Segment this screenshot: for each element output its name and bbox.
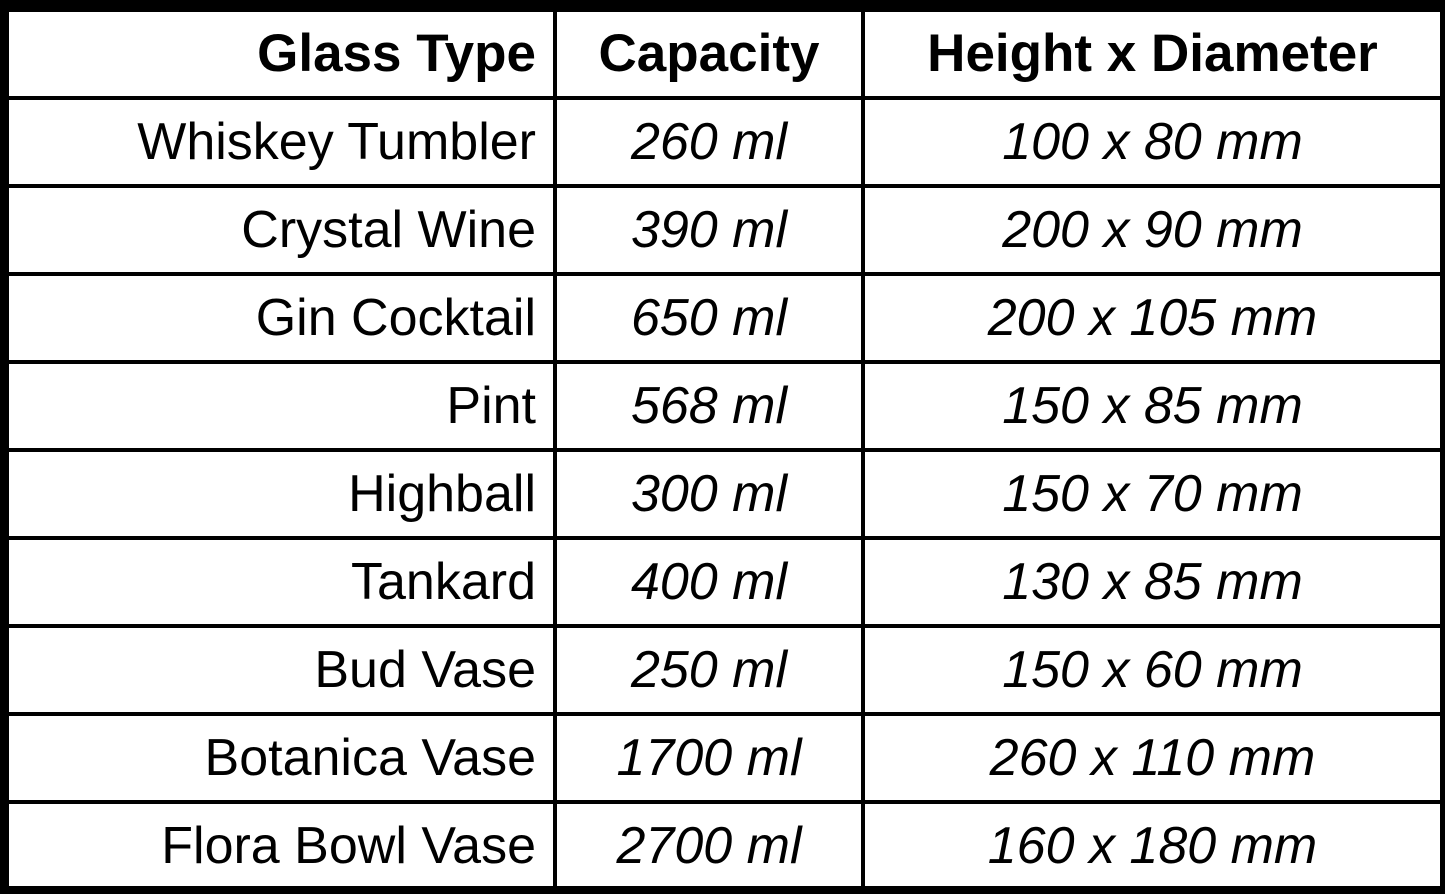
table-header-row: Glass Type Capacity Height x Diameter: [5, 8, 1444, 100]
cell-capacity: 390 ml: [553, 184, 865, 276]
column-header-glass-type: Glass Type: [5, 8, 557, 100]
cell-glass-type: Whiskey Tumbler: [5, 96, 557, 188]
cell-glass-type: Bud Vase: [5, 624, 557, 716]
glass-specification-table: Glass Type Capacity Height x Diameter Wh…: [5, 8, 1444, 892]
cell-dimensions: 200 x 105 mm: [861, 272, 1444, 364]
table-row: Tankard 400 ml 130 x 85 mm: [5, 536, 1444, 628]
column-header-capacity: Capacity: [553, 8, 865, 100]
cell-glass-type: Crystal Wine: [5, 184, 557, 276]
table-row: Whiskey Tumbler 260 ml 100 x 80 mm: [5, 96, 1444, 188]
cell-capacity: 2700 ml: [553, 800, 865, 892]
cell-glass-type: Pint: [5, 360, 557, 452]
cell-dimensions: 150 x 70 mm: [861, 448, 1444, 540]
cell-capacity: 250 ml: [553, 624, 865, 716]
cell-dimensions: 150 x 85 mm: [861, 360, 1444, 452]
cell-glass-type: Gin Cocktail: [5, 272, 557, 364]
cell-glass-type: Highball: [5, 448, 557, 540]
cell-glass-type: Flora Bowl Vase: [5, 800, 557, 892]
column-header-height-x-diameter: Height x Diameter: [861, 8, 1444, 100]
cell-capacity: 260 ml: [553, 96, 865, 188]
cell-dimensions: 150 x 60 mm: [861, 624, 1444, 716]
cell-glass-type: Tankard: [5, 536, 557, 628]
cell-dimensions: 200 x 90 mm: [861, 184, 1444, 276]
cell-capacity: 400 ml: [553, 536, 865, 628]
table-row: Flora Bowl Vase 2700 ml 160 x 180 mm: [5, 800, 1444, 892]
cell-dimensions: 160 x 180 mm: [861, 800, 1444, 892]
cell-capacity: 568 ml: [553, 360, 865, 452]
table-row: Pint 568 ml 150 x 85 mm: [5, 360, 1444, 452]
table-row: Crystal Wine 390 ml 200 x 90 mm: [5, 184, 1444, 276]
table-row: Bud Vase 250 ml 150 x 60 mm: [5, 624, 1444, 716]
cell-dimensions: 130 x 85 mm: [861, 536, 1444, 628]
cell-dimensions: 260 x 110 mm: [861, 712, 1444, 804]
table-row: Botanica Vase 1700 ml 260 x 110 mm: [5, 712, 1444, 804]
cell-capacity: 300 ml: [553, 448, 865, 540]
cell-dimensions: 100 x 80 mm: [861, 96, 1444, 188]
table-row: Gin Cocktail 650 ml 200 x 105 mm: [5, 272, 1444, 364]
table-header: Glass Type Capacity Height x Diameter: [5, 8, 1444, 100]
table-row: Highball 300 ml 150 x 70 mm: [5, 448, 1444, 540]
table-body: Whiskey Tumbler 260 ml 100 x 80 mm Crystal …: [5, 96, 1444, 892]
cell-capacity: 650 ml: [553, 272, 865, 364]
cell-glass-type: Botanica Vase: [5, 712, 557, 804]
cell-capacity: 1700 ml: [553, 712, 865, 804]
